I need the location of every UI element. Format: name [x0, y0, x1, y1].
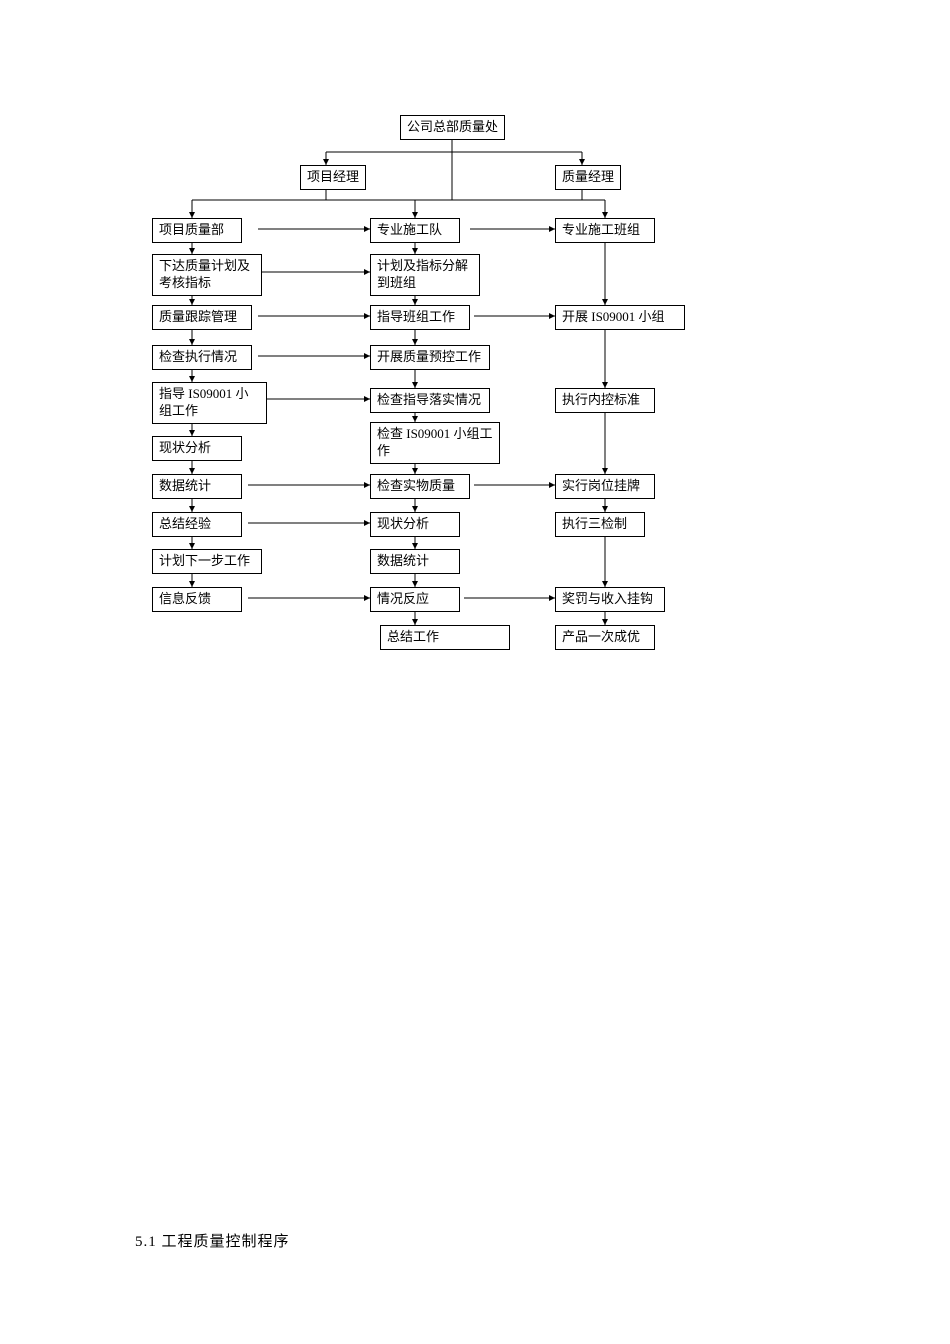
flowchart-node-c1_1: 下达质量计划及考核指标: [152, 254, 262, 296]
flowchart-node-c2_1: 计划及指标分解到班组: [370, 254, 480, 296]
flowchart-node-c1_0: 项目质量部: [152, 218, 242, 243]
flowchart-node-c2_6: 检查实物质量: [370, 474, 470, 499]
flowchart-node-c3_7: 执行三检制: [555, 512, 645, 537]
flowchart-node-c1_7: 总结经验: [152, 512, 242, 537]
flowchart-node-c1_6: 数据统计: [152, 474, 242, 499]
flowchart-node-c2_0: 专业施工队: [370, 218, 460, 243]
flowchart-node-c2_10: 总结工作: [380, 625, 510, 650]
flowchart-node-pm: 项目经理: [300, 165, 366, 190]
flowchart-node-c2_3: 开展质量预控工作: [370, 345, 490, 370]
flowchart-node-top: 公司总部质量处: [400, 115, 505, 140]
flowchart-node-c3_0: 专业施工班组: [555, 218, 655, 243]
flowchart-node-c1_8: 计划下一步工作: [152, 549, 262, 574]
flowchart-node-c2_8: 数据统计: [370, 549, 460, 574]
flowchart-node-c2_5: 检查 IS09001 小组工作: [370, 422, 500, 464]
flowchart-node-c1_5: 现状分析: [152, 436, 242, 461]
connector-lines: [0, 0, 950, 1344]
flowchart-node-c3_10: 产品一次成优: [555, 625, 655, 650]
flowchart-node-c1_3: 检查执行情况: [152, 345, 252, 370]
flowchart-node-c2_4: 检查指导落实情况: [370, 388, 490, 413]
flowchart-node-c1_2: 质量跟踪管理: [152, 305, 252, 330]
flowchart-node-qm: 质量经理: [555, 165, 621, 190]
flowchart-node-c3_9: 奖罚与收入挂钩: [555, 587, 665, 612]
flowchart-node-c2_7: 现状分析: [370, 512, 460, 537]
flowchart-node-c3_6: 实行岗位挂牌: [555, 474, 655, 499]
flowchart-node-c3_4: 执行内控标准: [555, 388, 655, 413]
flowchart-node-c1_4: 指导 IS09001 小组工作: [152, 382, 267, 424]
section-heading: 5.1 工程质量控制程序: [135, 1230, 290, 1251]
flowchart-node-c1_9: 信息反馈: [152, 587, 242, 612]
flowchart-node-c2_9: 情况反应: [370, 587, 460, 612]
flowchart-canvas: 公司总部质量处项目经理 质量经理项目质量部 专业施工队 专业施工班组下达质量计划及考核…: [0, 0, 950, 1344]
flowchart-node-c2_2: 指导班组工作: [370, 305, 470, 330]
flowchart-node-c3_2: 开展 IS09001 小组: [555, 305, 685, 330]
